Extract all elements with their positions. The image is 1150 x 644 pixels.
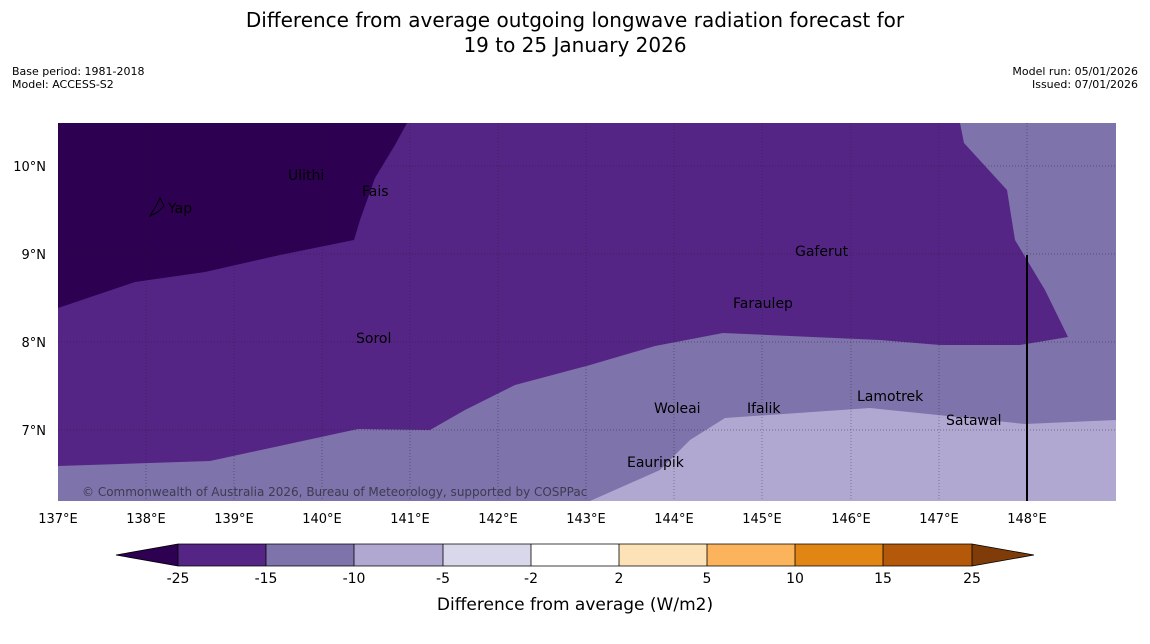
colorbar: -25 -15 -10 -5 -2 2 5 10 15 25 Differenc… [115, 543, 1035, 615]
model-run: Model run: 05/01/2026 [1012, 65, 1138, 78]
colorbar-tick-label: 25 [963, 571, 981, 587]
colorbar-segment-1 [178, 544, 266, 566]
place-ifalik: Ifalik [747, 401, 781, 417]
colorbar-tick-label: -10 [343, 571, 366, 587]
place-eauripik: Eauripik [627, 455, 685, 471]
colorbar-segment-8 [795, 544, 883, 566]
lon-label-148e: 148°E [1007, 512, 1047, 527]
place-yap: Yap [167, 201, 192, 217]
place-woleai: Woleai [654, 401, 701, 417]
lon-label-144e: 144°E [654, 512, 694, 527]
colorbar-segment-9 [883, 544, 972, 566]
lon-label-147e: 147°E [919, 512, 959, 527]
place-sorol: Sorol [356, 331, 391, 347]
lon-label-138e: 138°E [126, 512, 166, 527]
title-line-2: 19 to 25 January 2026 [463, 33, 687, 57]
colorbar-tick-label: -15 [255, 571, 278, 587]
colorbar-tick-label: 15 [874, 571, 892, 587]
colorbar-tick-label: -2 [524, 571, 538, 587]
lon-label-140e: 140°E [302, 512, 342, 527]
lon-label-146e: 146°E [831, 512, 871, 527]
colorbar-segment-7 [707, 544, 795, 566]
colorbar-tick-label: 10 [786, 571, 804, 587]
lon-label-143e: 143°E [566, 512, 606, 527]
meta-left: Base period: 1981-2018 Model: ACCESS-S2 [12, 65, 144, 91]
lat-label-9n: 9°N [22, 248, 47, 263]
colorbar-segment-6 [619, 544, 707, 566]
title-line-1: Difference from average outgoing longwav… [245, 8, 905, 32]
colorbar-segment-2 [266, 544, 354, 566]
meta-right: Model run: 05/01/2026 Issued: 07/01/2026 [1012, 65, 1138, 91]
yap-island-outline [148, 196, 165, 218]
colorbar-low-extend [116, 544, 178, 566]
region-darkest-purple [58, 123, 407, 308]
issued-date: Issued: 07/01/2026 [1031, 78, 1138, 91]
place-gaferut: Gaferut [795, 244, 849, 260]
place-faraulep: Faraulep [733, 296, 793, 312]
place-ulithi: Ulithi [288, 168, 324, 184]
place-fais: Fais [362, 184, 389, 200]
model-name: Model: ACCESS-S2 [12, 78, 114, 91]
colorbar-high-extend [972, 544, 1034, 566]
colorbar-tick-label: 5 [703, 571, 712, 587]
map-plot-area: Ulithi Fais Yap Gaferut Faraulep Sorol W… [58, 123, 1116, 501]
copyright-notice: © Commonwealth of Australia 2026, Bureau… [82, 485, 587, 499]
colorbar-tick-label: 2 [615, 571, 624, 587]
map-title: Difference from average outgoing longwav… [0, 8, 1150, 58]
colorbar-segment-3 [354, 544, 443, 566]
lat-label-10n: 10°N [13, 160, 46, 175]
lat-label-8n: 8°N [22, 336, 47, 351]
lon-label-137e: 137°E [38, 512, 78, 527]
base-period: Base period: 1981-2018 [12, 65, 145, 78]
colorbar-segment-4 [443, 544, 531, 566]
colorbar-segment-5 [531, 544, 619, 566]
colorbar-tick-label: -5 [436, 571, 450, 587]
place-lamotrek: Lamotrek [857, 389, 924, 405]
place-satawal: Satawal [946, 413, 1001, 429]
lon-label-139e: 139°E [214, 512, 254, 527]
lon-label-145e: 145°E [742, 512, 782, 527]
lat-label-7n: 7°N [22, 424, 47, 439]
lon-label-141e: 141°E [390, 512, 430, 527]
colorbar-title: Difference from average (W/m2) [437, 595, 713, 615]
lon-label-142e: 142°E [478, 512, 518, 527]
colorbar-tick-label: -25 [167, 571, 190, 587]
